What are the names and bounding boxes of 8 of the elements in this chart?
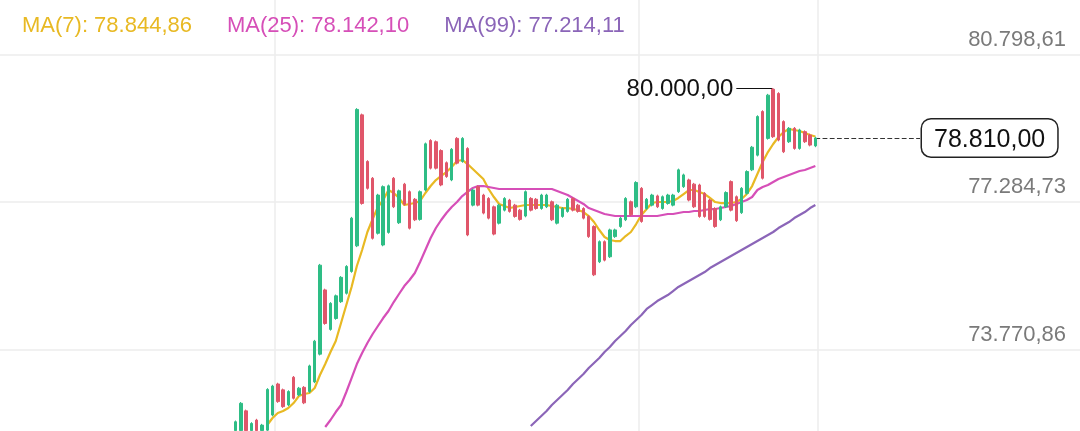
text: MA(7): 78.844,86 bbox=[22, 11, 192, 37]
y-tick-label: 80.798,61 bbox=[968, 25, 1066, 51]
text: MA(99): 77.214,11 bbox=[444, 11, 625, 37]
y-tick-label: 77.284,73 bbox=[968, 173, 1066, 199]
y-tick-label: 73.770,86 bbox=[968, 321, 1066, 347]
annotation: 80.000,00 bbox=[626, 74, 734, 102]
text: MA(25): 78.142,10 bbox=[226, 11, 410, 37]
ref-line-label: 78.810,00 bbox=[934, 123, 1046, 152]
